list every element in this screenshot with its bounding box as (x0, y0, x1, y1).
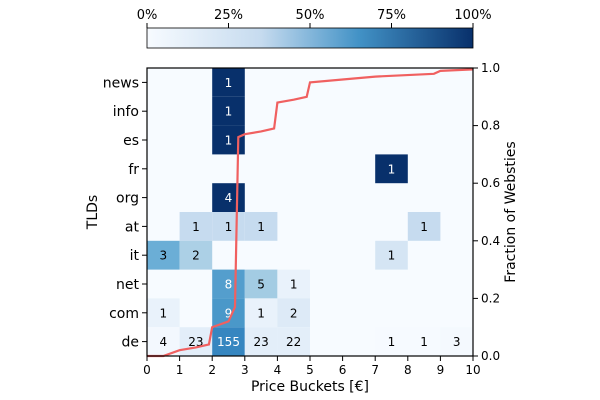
colorbar-tick-label: 25% (214, 8, 243, 23)
heatmap-cell-net-4 (277, 269, 310, 299)
y2-tick-label: 0.0 (481, 349, 500, 363)
heatmap-cell-com-4 (277, 298, 310, 328)
y2-tick-label: 0.2 (481, 291, 500, 305)
cell-label: 1 (225, 134, 233, 148)
cell-label: 1 (225, 105, 233, 119)
heatmap-cell-net-3 (244, 269, 278, 299)
heatmap-cell-de-8 (407, 327, 441, 356)
heatmap-cell-info-2 (212, 96, 245, 126)
cell-label: 1 (192, 220, 200, 234)
cell-label: 4 (159, 335, 167, 349)
cell-label: 9 (225, 306, 233, 320)
x-tick-label: 5 (306, 363, 314, 377)
x-tick-label: 4 (274, 363, 282, 377)
y2-tick-label: 0.8 (481, 119, 500, 133)
cell-label: 2 (192, 249, 200, 263)
y2-tick-label: 0.6 (481, 176, 500, 190)
x-tick-label: 0 (143, 363, 151, 377)
y-tick-label-es: es (123, 133, 139, 149)
heatmap-cell-es-2 (212, 125, 245, 155)
heatmap-cell-at-8 (407, 212, 441, 241)
cell-label: 155 (217, 335, 240, 349)
cell-label: 5 (257, 278, 265, 292)
x-tick-label: 6 (339, 363, 347, 377)
heatmap-cell-it-1 (179, 240, 213, 270)
y-tick-label-fr: fr (128, 162, 139, 178)
cell-label: 1 (257, 220, 265, 234)
colorbar-tick-label: 50% (296, 8, 325, 23)
x-tick-label: 8 (404, 363, 412, 377)
heatmap-cell-it-0 (147, 240, 180, 270)
heatmap-cell-it-7 (375, 240, 408, 270)
heatmap-cell-at-1 (179, 212, 213, 241)
heatmap-cell-fr-7 (375, 154, 408, 184)
colorbar-tick-label: 75% (377, 8, 406, 23)
y2-tick-label: 0.4 (481, 234, 500, 248)
y-tick-label-com: com (109, 306, 139, 322)
heatmap-cell-de-7 (375, 327, 408, 356)
heatmap-cell-news-2 (212, 68, 245, 97)
cdf-line (147, 68, 474, 358)
cell-label: 1 (225, 76, 233, 90)
cell-label: 8 (225, 278, 233, 292)
y-tick-label-org: org (116, 191, 139, 207)
colorbar-tick-label: 0% (137, 8, 158, 23)
cell-label: 1 (388, 249, 396, 263)
heatmap-cell-at-3 (244, 212, 278, 241)
y-tick-label-info: info (113, 104, 139, 120)
x-tick-label: 9 (437, 363, 445, 377)
y-axis-label: TLDs (85, 195, 101, 230)
heatmap-cell-org-2 (212, 183, 245, 212)
heatmap-cell-at-2 (212, 212, 245, 241)
cell-label: 3 (453, 335, 461, 349)
cell-label: 3 (159, 249, 167, 263)
colorbar: 0% 25% 50% 75% 100% (137, 8, 492, 49)
heatmap-cell-de-4 (277, 327, 310, 356)
x-axis-label: Price Buckets [€] (251, 379, 369, 395)
heatmap-cell-net-2 (212, 269, 245, 299)
cell-label: 1 (388, 162, 396, 176)
colorbar-gradient (146, 27, 474, 49)
heatmap-cell-com-0 (147, 298, 180, 328)
colorbar-tick-label: 100% (454, 8, 491, 23)
heatmap-cell-com-3 (244, 298, 278, 328)
y-tick-label-de: de (122, 335, 140, 351)
heatmap-cell-de-3 (244, 327, 278, 356)
heatmap-cell-de-9 (440, 327, 473, 356)
cell-label: 22 (286, 335, 301, 349)
cell-label: 2 (290, 306, 298, 320)
y2-tick-label: 1.0 (481, 61, 500, 75)
y-tick-label-at: at (125, 219, 140, 235)
x-tick-label: 10 (465, 363, 480, 377)
cell-label: 4 (225, 191, 233, 205)
heatmap-cell-de-2 (212, 327, 245, 356)
cell-label: 1 (420, 220, 428, 234)
y2-axis-label: Fraction of Websties (503, 141, 519, 282)
heatmap-cell-de-1 (179, 327, 213, 356)
y-tick-label-it: it (130, 248, 140, 264)
cell-label: 1 (225, 220, 233, 234)
x-tick-label: 3 (241, 363, 249, 377)
y-tick-label-news: news (103, 75, 139, 91)
x-tick-label: 2 (208, 363, 216, 377)
cell-label: 23 (253, 335, 268, 349)
x-tick-label: 7 (371, 363, 379, 377)
cell-label: 1 (257, 306, 265, 320)
cell-label: 1 (388, 335, 396, 349)
cell-label: 1 (290, 278, 298, 292)
x-tick-label: 1 (176, 363, 184, 377)
cell-label: 1 (159, 306, 167, 320)
cell-label: 1 (420, 335, 428, 349)
y-tick-label-net: net (116, 277, 139, 293)
